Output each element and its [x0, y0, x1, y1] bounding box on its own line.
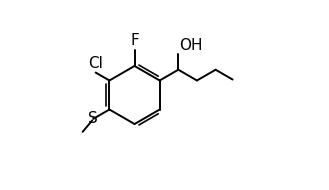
Text: Cl: Cl — [88, 56, 103, 71]
Text: OH: OH — [179, 38, 203, 53]
Text: S: S — [88, 111, 98, 126]
Text: F: F — [130, 33, 139, 48]
